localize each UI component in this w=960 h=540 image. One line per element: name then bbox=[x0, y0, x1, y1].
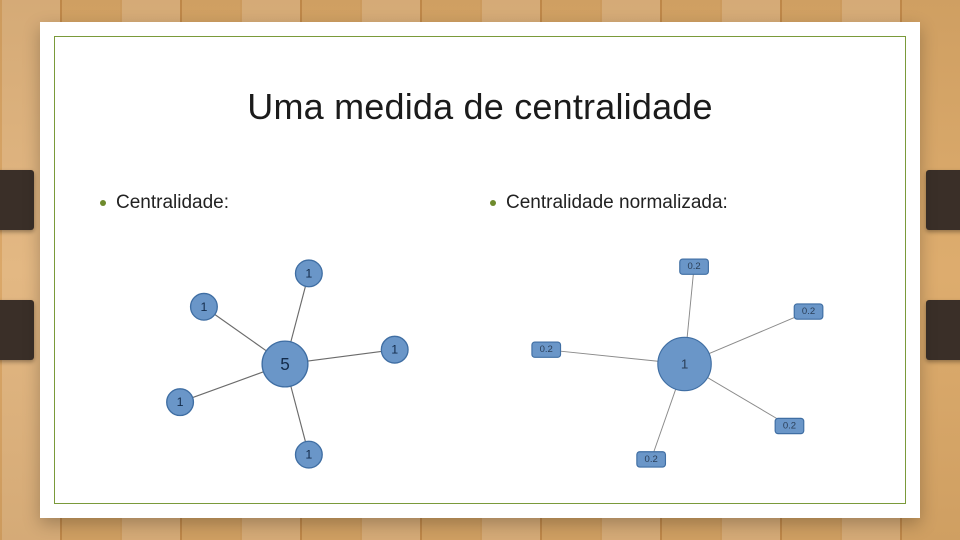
binder-tab bbox=[926, 170, 960, 230]
svg-text:1: 1 bbox=[200, 300, 207, 314]
svg-text:0.2: 0.2 bbox=[540, 344, 553, 355]
binder-tab bbox=[926, 300, 960, 360]
wood-background: Uma medida de centralidade Centralidade:… bbox=[0, 0, 960, 540]
svg-text:5: 5 bbox=[280, 354, 290, 374]
right-bullet: Centralidade normalizada: bbox=[490, 192, 860, 214]
right-label: Centralidade normalizada: bbox=[506, 192, 728, 214]
svg-text:1: 1 bbox=[391, 343, 398, 357]
left-bullet: Centralidade: bbox=[100, 192, 470, 214]
svg-text:0.2: 0.2 bbox=[687, 261, 700, 272]
normalized-centrality-graph: 0.2 0.2 0.2 0.2 0.2 1 bbox=[490, 240, 860, 488]
svg-text:1: 1 bbox=[681, 357, 688, 372]
svg-text:1: 1 bbox=[177, 395, 184, 409]
left-column: Centralidade: 1 1 1 1 1 5 bbox=[100, 192, 470, 488]
right-graph-container: 0.2 0.2 0.2 0.2 0.2 1 bbox=[490, 240, 860, 488]
svg-text:0.2: 0.2 bbox=[645, 454, 658, 465]
binder-tab bbox=[0, 170, 34, 230]
svg-text:1: 1 bbox=[305, 448, 312, 462]
left-graph-container: 1 1 1 1 1 5 bbox=[100, 240, 470, 488]
bullet-icon bbox=[100, 200, 106, 206]
slide-card: Uma medida de centralidade Centralidade:… bbox=[40, 22, 920, 518]
content-columns: Centralidade: 1 1 1 1 1 5 Centralidade normal… bbox=[100, 192, 860, 488]
left-label: Centralidade: bbox=[116, 192, 229, 214]
right-column: Centralidade normalizada: 0.20.20.20.20.… bbox=[490, 192, 860, 488]
svg-text:0.2: 0.2 bbox=[783, 421, 796, 432]
binder-tab bbox=[0, 300, 34, 360]
slide-title: Uma medida de centralidade bbox=[40, 86, 920, 128]
svg-text:0.2: 0.2 bbox=[802, 306, 815, 317]
centrality-graph: 1 1 1 1 1 5 bbox=[100, 240, 470, 488]
bullet-icon bbox=[490, 200, 496, 206]
svg-text:1: 1 bbox=[305, 266, 312, 280]
